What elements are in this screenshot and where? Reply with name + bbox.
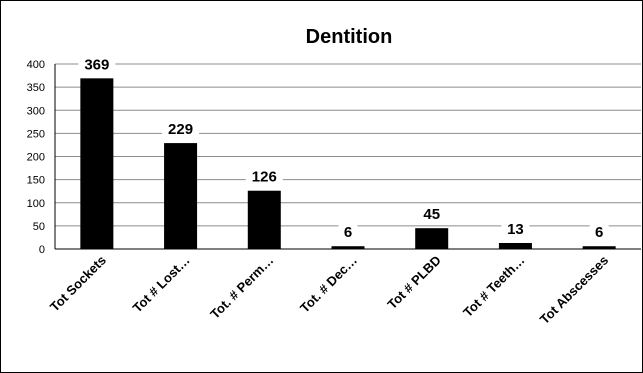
x-tick-labels: Tot Sockets Tot # Lost… Tot. # Perm… Tot. #… <box>47 253 611 327</box>
data-label-background-1 <box>162 119 200 139</box>
y-tick-label-150: 150 <box>27 175 45 187</box>
y-tick-label-0: 0 <box>39 244 45 256</box>
bar-5 <box>498 242 532 249</box>
data-label-background-0 <box>78 54 116 74</box>
data-label-background-3 <box>338 222 358 242</box>
bars <box>80 78 616 250</box>
data-label-background-5 <box>501 218 530 238</box>
y-tick-label-100: 100 <box>27 198 45 210</box>
bar-1 <box>164 143 198 249</box>
bar-3 <box>331 246 365 249</box>
bar-4 <box>415 228 449 249</box>
bar-2 <box>247 190 281 249</box>
x-tick-label-4: Tot # PLBD <box>384 253 443 312</box>
bar-0 <box>80 78 114 250</box>
data-label-6: 6 <box>595 224 603 241</box>
y-tick-labels: 0 50 100 150 200 250 300 350 400 <box>27 59 45 256</box>
x-tick-label-2: Tot. # Perm… <box>207 253 276 322</box>
y-tick-label-250: 250 <box>27 128 45 140</box>
y-tick-label-300: 300 <box>27 105 45 117</box>
data-label-3: 6 <box>344 224 352 241</box>
chart-title: Dentition <box>306 26 393 48</box>
data-label-background-4 <box>417 204 446 224</box>
x-tick-label-1: Tot # Lost… <box>130 253 193 316</box>
y-tick-label-50: 50 <box>33 221 45 233</box>
x-tick-label-3: Tot. # Dec… <box>297 253 360 316</box>
gridlines <box>54 63 641 250</box>
y-tick-label-400: 400 <box>27 59 45 71</box>
y-tick-label-350: 350 <box>27 82 45 94</box>
data-label-background-2 <box>245 166 283 186</box>
data-label-1: 229 <box>168 121 193 138</box>
data-labels: 369 229 126 6 45 13 6 <box>78 54 609 242</box>
data-label-0: 369 <box>84 56 109 73</box>
x-tick-label-0: Tot Sockets <box>47 253 109 315</box>
data-label-5: 13 <box>507 221 524 238</box>
data-label-background-6 <box>589 222 609 242</box>
data-label-4: 45 <box>423 206 440 223</box>
y-tick-label-200: 200 <box>27 152 45 164</box>
data-label-2: 126 <box>252 169 277 186</box>
x-tick-label-6: Tot Abscesses <box>537 253 611 327</box>
x-tick-label-5: Tot # Teeth… <box>460 253 527 320</box>
bar-6 <box>582 246 616 249</box>
